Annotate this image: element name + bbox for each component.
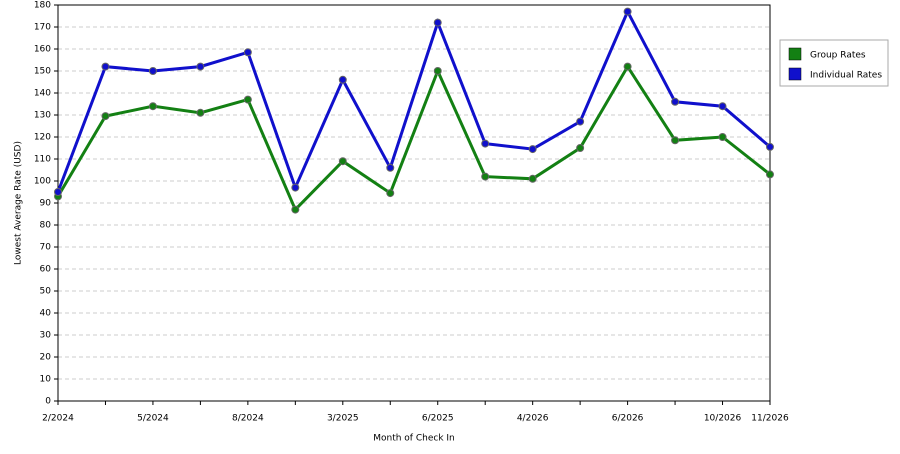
- data-point: [148, 67, 157, 75]
- data-point: [481, 172, 490, 181]
- data-point: [54, 188, 62, 196]
- legend-label: Individual Rates: [810, 71, 882, 81]
- y-tick-label: 10: [40, 375, 52, 385]
- y-tick-label: 30: [40, 331, 52, 341]
- legend-label: Group Rates: [810, 51, 866, 61]
- y-tick-label: 120: [34, 133, 51, 143]
- y-tick-label: 140: [34, 89, 51, 99]
- data-point: [101, 62, 110, 71]
- y-tick-label: 110: [34, 155, 51, 165]
- data-point: [433, 67, 442, 75]
- data-point: [576, 144, 585, 152]
- x-tick-label: 5/2024: [137, 414, 169, 424]
- y-tick-label: 160: [34, 45, 51, 55]
- data-point: [528, 145, 537, 154]
- data-point: [196, 62, 205, 71]
- data-point: [671, 97, 680, 106]
- series-line: [56, 8, 771, 193]
- y-tick-label: 150: [34, 67, 51, 77]
- y-tick-label: 20: [40, 353, 52, 363]
- legend-swatch: [788, 67, 802, 81]
- y-axis-label: Lowest Average Rate (USD): [14, 141, 24, 265]
- y-tick-label: 180: [34, 1, 51, 11]
- y-tick-label: 50: [40, 287, 52, 297]
- data-point: [766, 142, 774, 151]
- y-tick-label: 100: [34, 177, 51, 187]
- series-line: [56, 63, 771, 213]
- x-tick-label: 2/2024: [42, 414, 74, 424]
- data-point: [481, 139, 490, 148]
- x-tick-label: 8/2024: [232, 414, 264, 424]
- data-point: [718, 133, 727, 141]
- legend-swatch: [788, 47, 802, 61]
- data-point: [718, 102, 727, 111]
- data-point: [386, 189, 395, 198]
- y-tick-label: 130: [34, 111, 51, 121]
- plot-frame: [57, 4, 771, 402]
- data-point: [576, 117, 585, 126]
- data-point: [291, 183, 300, 192]
- y-tick-label: 70: [40, 243, 52, 253]
- data-point: [338, 75, 347, 84]
- x-tick-label: 3/2025: [327, 414, 359, 424]
- x-tick-label: 11/2026: [751, 414, 789, 424]
- data-point: [528, 174, 537, 183]
- x-tick-label: 10/2026: [704, 414, 742, 424]
- data-point: [243, 95, 252, 104]
- data-point: [386, 163, 395, 172]
- data-point: [338, 157, 347, 166]
- data-point: [433, 18, 442, 27]
- x-tick-label: 6/2025: [422, 414, 454, 424]
- x-tick-label: 6/2026: [612, 414, 644, 424]
- data-point: [148, 102, 157, 111]
- y-tick-label: 0: [45, 397, 51, 407]
- y-tick-label: 40: [40, 309, 52, 319]
- x-axis-label: Month of Check In: [373, 434, 455, 444]
- data-point: [623, 62, 632, 71]
- x-tick-label: 4/2026: [517, 414, 549, 424]
- data-point: [243, 48, 252, 57]
- data-point: [196, 108, 205, 117]
- y-tick-label: 60: [40, 265, 52, 275]
- data-point: [766, 170, 774, 179]
- data-point: [623, 7, 632, 16]
- y-tick-label: 90: [40, 199, 52, 209]
- y-tick-label: 170: [34, 23, 51, 33]
- data-point: [671, 136, 680, 145]
- y-tick-label: 80: [40, 221, 52, 231]
- data-point: [101, 112, 110, 121]
- data-point: [291, 205, 300, 214]
